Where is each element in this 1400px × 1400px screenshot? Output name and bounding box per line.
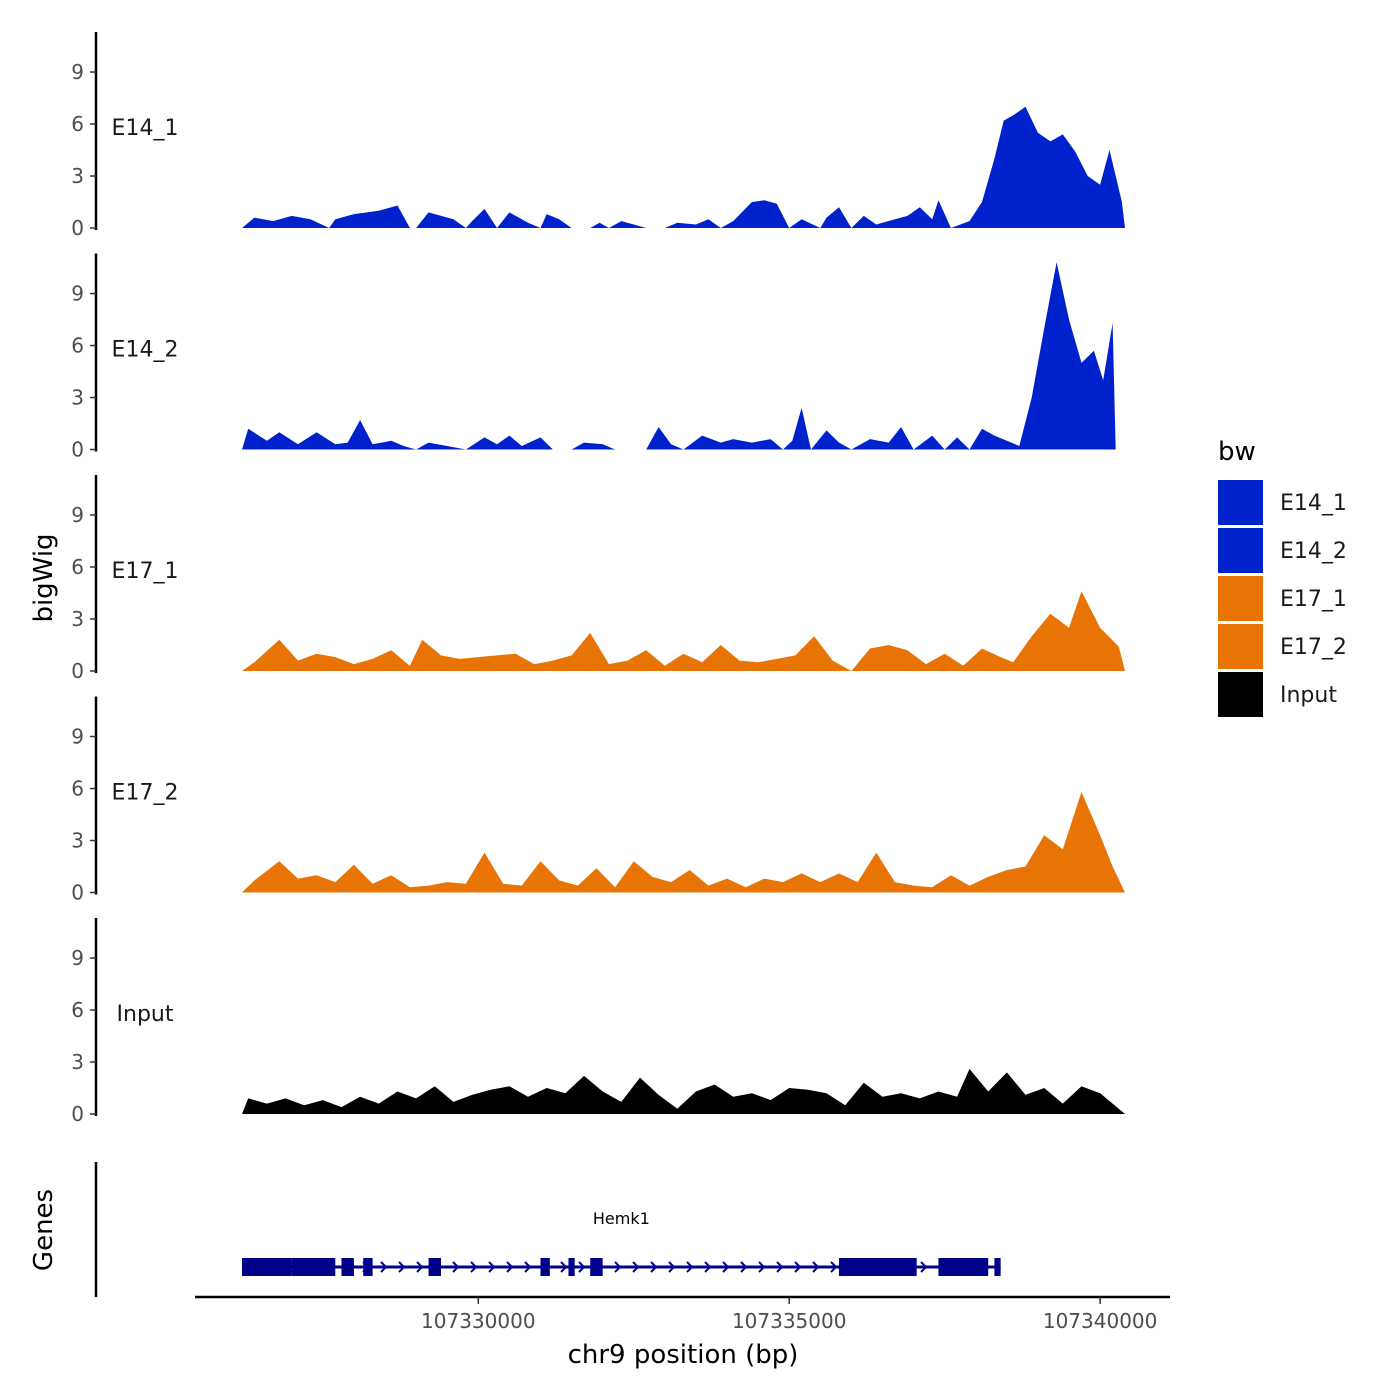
strand-arrow xyxy=(920,1261,928,1273)
legend-swatch xyxy=(1218,672,1263,717)
strand-arrow xyxy=(524,1261,532,1273)
strand-arrow xyxy=(668,1261,676,1273)
strand-arrow xyxy=(686,1261,694,1273)
strand-arrow xyxy=(398,1261,406,1273)
gene-exon xyxy=(242,1258,292,1276)
legend-item-e14-2: E14_2 xyxy=(1218,528,1347,573)
y-tick-label: 3 xyxy=(71,164,84,188)
legend-swatch xyxy=(1218,624,1263,669)
track-panel-e17-1: 0 3 6 9 E17_1 xyxy=(71,475,1125,683)
y-tick-label: 9 xyxy=(71,282,84,306)
y-tick-label: 6 xyxy=(71,334,84,358)
strand-arrow xyxy=(812,1261,820,1273)
x-tick-label: 107330000 xyxy=(421,1309,536,1333)
track-label: E17_2 xyxy=(112,781,179,806)
gene-exon xyxy=(568,1258,575,1276)
legend-swatch xyxy=(1218,528,1263,573)
track-panel-input: 0 3 6 9 Input xyxy=(71,918,1125,1126)
x-axis-title: chr9 position (bp) xyxy=(568,1340,799,1370)
legend-label: E14_1 xyxy=(1280,491,1347,516)
legend-item-e17-1: E17_1 xyxy=(1218,576,1347,621)
gene-exon xyxy=(291,1258,336,1276)
y-tick-label: 0 xyxy=(71,216,84,240)
y-tick-label: 9 xyxy=(71,946,84,970)
strand-arrow xyxy=(650,1261,658,1273)
strand-arrow xyxy=(830,1261,838,1273)
coverage-area-e17-2 xyxy=(242,792,1125,893)
coverage-area-input xyxy=(242,1068,1125,1114)
strand-arrow xyxy=(506,1261,514,1273)
legend-label: E17_1 xyxy=(1280,587,1347,612)
strand-arrow xyxy=(416,1261,424,1273)
gene-hemk1: Hemk1 xyxy=(242,1209,1001,1276)
y-tick-label: 3 xyxy=(71,386,84,410)
y-tick-label: 0 xyxy=(71,438,84,462)
y-tick-label: 9 xyxy=(71,725,84,749)
gene-exon xyxy=(341,1258,354,1276)
track-label: Input xyxy=(117,1002,174,1027)
track-panel-e14-2: 0 3 6 9 E14_2 xyxy=(71,253,1116,462)
track-panel-e17-2: 0 3 6 9 E17_2 xyxy=(71,696,1125,905)
gene-exon xyxy=(428,1258,441,1276)
track-panel-e14-1: 0 3 6 9 E14_1 xyxy=(71,32,1125,240)
legend-swatch xyxy=(1218,576,1263,621)
strand-arrow xyxy=(488,1261,496,1273)
strand-arrow xyxy=(560,1261,568,1273)
y-tick-label: 6 xyxy=(71,112,84,136)
gene-exon xyxy=(363,1258,373,1276)
legend-label: E14_2 xyxy=(1280,539,1347,564)
gene-exon xyxy=(938,1258,989,1276)
y-tick-label: 6 xyxy=(71,998,84,1022)
legend-label: E17_2 xyxy=(1280,635,1347,660)
legend-item-e14-1: E14_1 xyxy=(1218,480,1347,525)
y-tick-label: 3 xyxy=(71,829,84,853)
strand-arrow xyxy=(470,1261,478,1273)
strand-arrow xyxy=(452,1261,460,1273)
strand-arrow xyxy=(632,1261,640,1273)
strand-arrow xyxy=(740,1261,748,1273)
strand-arrow xyxy=(704,1261,712,1273)
y-tick-label: 0 xyxy=(71,881,84,905)
strand-arrow xyxy=(722,1261,730,1273)
gene-exon xyxy=(838,1258,917,1276)
y-axis-title: bigWig xyxy=(29,533,59,622)
gene-exon xyxy=(590,1258,603,1276)
gene-exon xyxy=(540,1258,550,1276)
coverage-area-e14-1 xyxy=(242,106,1125,228)
strand-arrow xyxy=(578,1261,586,1273)
y-tick-label: 0 xyxy=(71,1102,84,1126)
strand-arrow xyxy=(380,1261,388,1273)
strand-arrow xyxy=(614,1261,622,1273)
gene-name-label: Hemk1 xyxy=(593,1209,650,1228)
y-tick-label: 3 xyxy=(71,607,84,631)
legend-title: bw xyxy=(1218,437,1256,467)
legend-item-input: Input xyxy=(1218,672,1337,717)
y-tick-label: 3 xyxy=(71,1050,84,1074)
y-tick-label: 9 xyxy=(71,60,84,84)
x-tick-label: 107340000 xyxy=(1043,1309,1158,1333)
coverage-area-e17-1 xyxy=(242,591,1125,671)
genes-panel-title: Genes xyxy=(29,1189,59,1271)
tracks-layer: 0 3 6 9 E14_1 0 3 6 9 E14_2 0 3 6 9 E17_1 0 3 6 9 E17_2 0 3 6 9… xyxy=(71,32,1125,1126)
track-label: E14_1 xyxy=(112,116,179,141)
track-label: E17_1 xyxy=(112,559,179,584)
y-tick-label: 0 xyxy=(71,659,84,683)
coverage-area-e14-2 xyxy=(242,262,1116,450)
y-tick-label: 6 xyxy=(71,555,84,579)
gene-exon xyxy=(994,1258,1001,1276)
y-tick-label: 9 xyxy=(71,503,84,527)
x-axis: 107330000 107335000 107340000 xyxy=(195,1295,1170,1333)
legend: bw E14_1 E14_2 E17_1 E17_2 Input xyxy=(1218,437,1347,717)
legend-swatch xyxy=(1218,480,1263,525)
legend-item-e17-2: E17_2 xyxy=(1218,624,1347,669)
legend-label: Input xyxy=(1280,683,1337,708)
y-tick-label: 6 xyxy=(71,777,84,801)
genes-layer: Hemk1 xyxy=(94,1162,1001,1297)
strand-arrow xyxy=(794,1261,802,1273)
track-label: E14_2 xyxy=(112,338,179,363)
strand-arrow xyxy=(758,1261,766,1273)
strand-arrow xyxy=(776,1261,784,1273)
x-tick-label: 107335000 xyxy=(732,1309,847,1333)
